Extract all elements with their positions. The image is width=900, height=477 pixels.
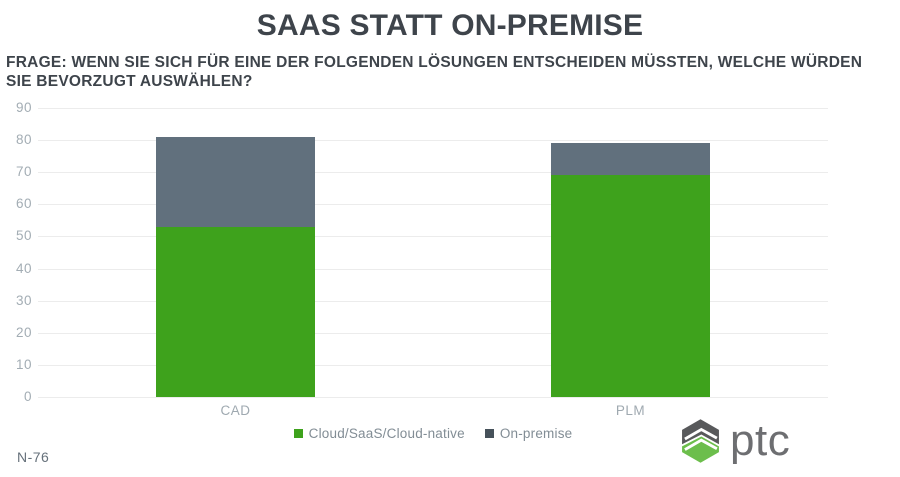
y-tick-0: 0 xyxy=(23,389,32,404)
y-tick-50: 50 xyxy=(15,228,32,244)
y-tick-80: 80 xyxy=(15,132,32,148)
y-tick-20: 20 xyxy=(15,324,32,340)
gridline-40 xyxy=(38,268,828,270)
bar-segment-cad-cloud xyxy=(156,226,315,397)
legend-marker-green xyxy=(293,429,303,438)
gridline-80 xyxy=(38,140,828,142)
x-category-plm: PLM xyxy=(615,403,646,418)
legend: Cloud/SaaS/Cloud-native On-premise xyxy=(38,426,828,441)
gridline-20 xyxy=(38,332,828,334)
bar-stack-plm xyxy=(551,143,710,397)
y-tick-40: 40 xyxy=(15,260,32,276)
y-tick-10: 10 xyxy=(15,356,32,372)
legend-item-onpremise: On-premise xyxy=(484,426,573,441)
legend-label-onpremise: On-premise xyxy=(499,426,573,441)
legend-item-cloud: Cloud/SaaS/Cloud-native xyxy=(293,426,465,441)
ptc-logo: ptc xyxy=(680,418,790,464)
chart-title: SAAS STATT ON-PREMISE xyxy=(256,9,644,42)
bar-segment-cad-onpremise xyxy=(156,136,315,227)
gridline-10 xyxy=(38,364,828,366)
bar-segment-plm-cloud xyxy=(551,175,710,397)
x-category-cad: CAD xyxy=(220,403,251,418)
ptc-logo-text: ptc xyxy=(730,416,791,465)
y-tick-90: 90 xyxy=(15,100,32,115)
chart-subtitle: FRAGE: WENN SIE SICH FÜR EINE DER FOLGEN… xyxy=(6,53,862,91)
ptc-hexagon-icon xyxy=(682,419,719,463)
y-tick-70: 70 xyxy=(15,164,32,180)
subtitle-line-2: SIE BEVORZUGT AUSWÄHLEN? xyxy=(6,73,253,90)
bar-stack-cad xyxy=(156,136,315,397)
gridline-70 xyxy=(38,172,828,174)
bar-segment-plm-onpremise xyxy=(551,143,710,176)
gridline-60 xyxy=(38,204,828,206)
legend-label-cloud: Cloud/SaaS/Cloud-native xyxy=(308,426,465,441)
gridline-30 xyxy=(38,300,828,302)
subtitle-line-1: FRAGE: WENN SIE SICH FÜR EINE DER FOLGEN… xyxy=(6,54,863,71)
legend-marker-slate xyxy=(484,429,494,438)
sample-size-note: N-76 xyxy=(17,449,50,465)
y-tick-60: 60 xyxy=(15,196,32,212)
y-tick-30: 30 xyxy=(15,292,32,308)
gridline-90 xyxy=(38,108,828,109)
gridline-50 xyxy=(38,236,828,238)
gridline-0 xyxy=(38,397,828,398)
plot-area xyxy=(38,108,828,398)
